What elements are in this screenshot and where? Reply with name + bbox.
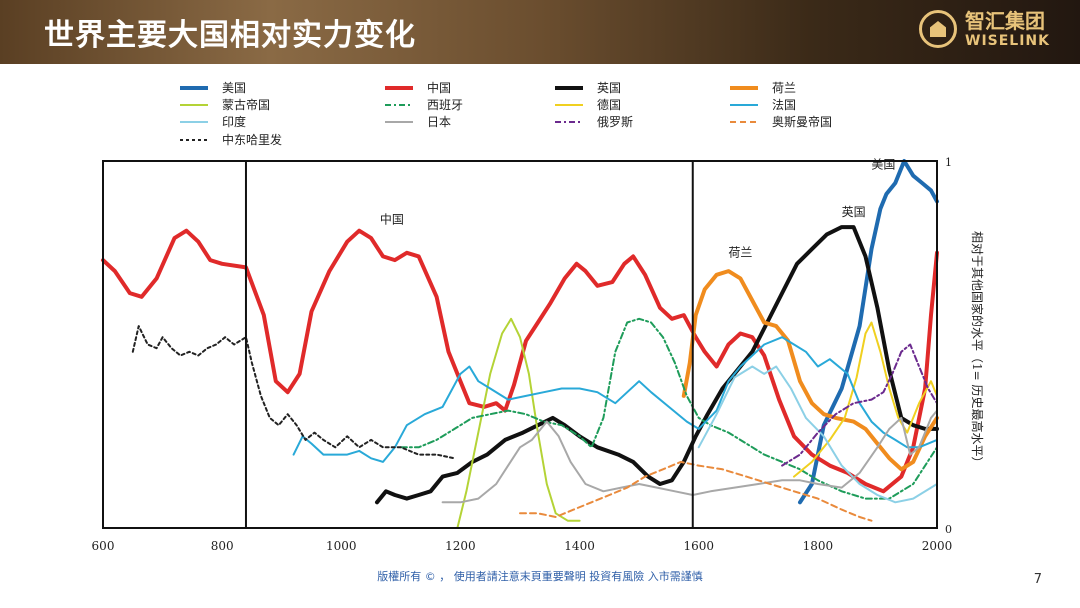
- logo-house-icon: [919, 10, 957, 48]
- x-tick-label: 1200: [445, 539, 476, 553]
- legend-label: 英国: [597, 81, 621, 95]
- legend-label: 西班牙: [427, 98, 463, 112]
- legend-label: 荷兰: [772, 81, 796, 95]
- slide-title: 世界主要大国相对实力变化: [44, 18, 416, 53]
- line-annotation: 荷兰: [728, 245, 752, 259]
- legend-label: 法国: [772, 98, 796, 112]
- legend-label: 俄罗斯: [597, 115, 633, 129]
- series-line: [781, 343, 938, 467]
- series-line: [101, 228, 939, 494]
- legend-label: 德国: [597, 97, 621, 112]
- series-line: [131, 325, 456, 460]
- legend-label: 中东哈里发: [222, 132, 282, 147]
- plot-frame: [102, 160, 938, 529]
- header-banner: 世界主要大国相对实力变化 智汇集团 WISELINK: [0, 0, 1080, 64]
- series-line: [399, 317, 938, 500]
- logo-name-cn: 智汇集团: [965, 8, 1045, 33]
- series-line: [292, 336, 938, 463]
- x-tick-label: 1800: [803, 539, 834, 553]
- series-line: [441, 409, 938, 504]
- series-line: [375, 225, 939, 505]
- legend-label: 日本: [427, 115, 451, 129]
- y-axis-label: 相对于其他国家的水平（1= 历史最高水平）: [970, 231, 985, 469]
- legend-label: 蒙古帝国: [222, 97, 270, 112]
- series-line: [697, 365, 938, 504]
- x-tick-label: 1600: [683, 539, 714, 553]
- series-line: [798, 159, 939, 505]
- line-annotation: 美国: [871, 157, 895, 171]
- page-number: 7: [1033, 572, 1042, 587]
- legend-label: 中国: [427, 80, 451, 95]
- company-logo: 智汇集团 WISELINK: [919, 10, 1050, 48]
- logo-name-en: WISELINK: [965, 32, 1050, 49]
- legend-label: 印度: [222, 114, 246, 129]
- y-tick-label: 1: [945, 156, 952, 169]
- x-tick-label: 800: [211, 539, 234, 553]
- y-tick-label: 0: [945, 523, 952, 536]
- line-annotation: 英国: [842, 205, 866, 219]
- x-tick-label: 1000: [326, 539, 357, 553]
- x-tick-label: 2000: [922, 539, 953, 553]
- x-tick-label: 1400: [564, 539, 595, 553]
- x-tick-label: 600: [92, 539, 115, 553]
- disclaimer-footer: 版權所有 © ， 使用者請注意末頁重要聲明 投資有風險 入市需謹慎: [377, 570, 703, 583]
- series-line: [793, 321, 938, 478]
- series-line: [681, 269, 939, 472]
- chart-axes: 600 800 1000 1200 1400 1600 1800 2000 0 1 相对于其他国家的…: [92, 156, 985, 553]
- line-annotation: 中国: [380, 211, 404, 226]
- legend-label: 奥斯曼帝国: [772, 114, 832, 129]
- legend-label: 美国: [222, 81, 246, 95]
- series-line: [456, 317, 581, 529]
- series-line: [519, 460, 873, 522]
